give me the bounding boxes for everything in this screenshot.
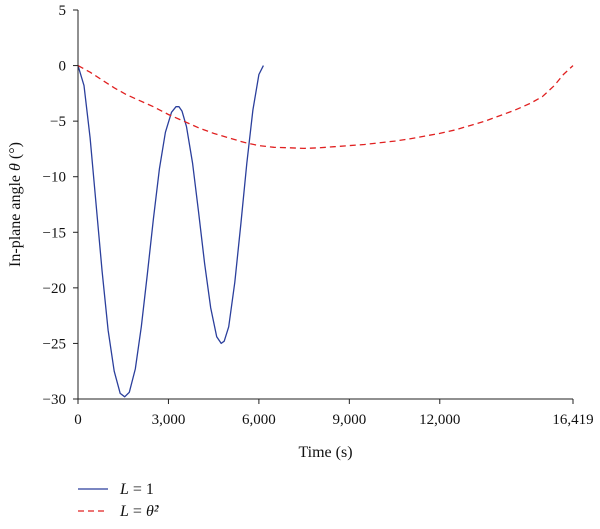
y-tick-label: 0 [59, 59, 67, 75]
legend-label-2: L = θ̇² [119, 503, 160, 520]
x-tick-label: 6,000 [242, 412, 276, 428]
y-tick-label: −30 [43, 392, 66, 408]
y-axis-title-part: θ [7, 163, 24, 171]
y-axis-title-part: In-plane angle [7, 171, 24, 267]
y-tick-label: 5 [59, 3, 67, 19]
x-tick-label: 16,419 [552, 412, 593, 428]
series-line-2 [77, 65, 574, 150]
x-tick-label: 0 [74, 412, 82, 428]
y-tick-label: −5 [50, 114, 66, 130]
x-tick-label: 12,000 [419, 412, 460, 428]
y-tick-label: −10 [43, 170, 66, 186]
x-axis-title: Time (s) [298, 444, 352, 461]
legend-label-part: L [119, 503, 129, 520]
legend-label-1: L = 1 [119, 481, 154, 498]
y-axis-title: In-plane angle θ (°) [7, 142, 24, 267]
y-axis-title-part: (°) [7, 142, 24, 163]
labels-layer: 5 0 −5 −10 −15 −20 −25 −30 0 3,000 6,000 9,000 12,00… [7, 3, 594, 461]
legend: L = 1L = θ̇² [78, 481, 160, 520]
y-tick-label: −15 [43, 225, 66, 241]
series-line-1 [77, 65, 264, 398]
legend-label-part: L [119, 481, 129, 498]
axes-layer [73, 9, 574, 404]
y-tick-label: −25 [43, 336, 66, 352]
legend-label-part: = [129, 503, 146, 520]
legend-label-part: = 1 [129, 481, 154, 498]
x-tick-label: 9,000 [332, 412, 366, 428]
plot-layer [77, 65, 574, 398]
legend-label-part: θ̇² [146, 503, 160, 520]
y-tick-label: −20 [43, 281, 66, 297]
x-tick-label: 3,000 [152, 412, 186, 428]
